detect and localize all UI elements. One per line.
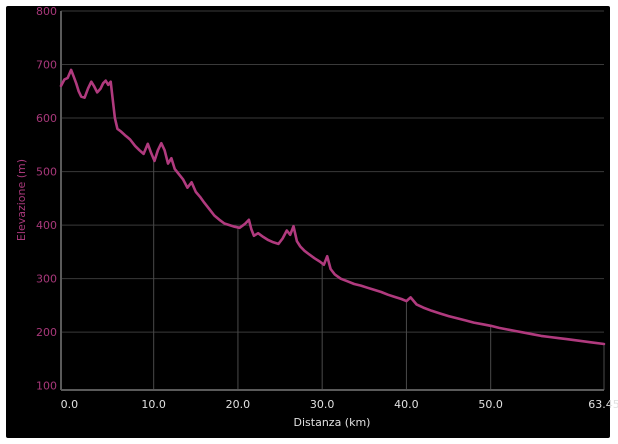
x-tick-labels: 0.0 10.0 20.0 30.0 40.0 50.0 63.45 bbox=[61, 398, 618, 411]
x-tick-label: 10.0 bbox=[141, 398, 166, 411]
elevation-line bbox=[59, 68, 606, 346]
y-tick-label: 300 bbox=[36, 273, 57, 286]
x-tick-label: 50.0 bbox=[478, 398, 503, 411]
y-tick-labels: 100 200 300 400 500 600 700 800 bbox=[36, 5, 57, 393]
y-tick-label: 200 bbox=[36, 326, 57, 339]
x-tick-label: 20.0 bbox=[226, 398, 251, 411]
plot-axes bbox=[60, 11, 604, 391]
y-tick-label: 100 bbox=[36, 380, 57, 393]
x-tick-label: 30.0 bbox=[310, 398, 335, 411]
x-tick-label: 0.0 bbox=[61, 398, 79, 411]
x-tick-label: 63.45 bbox=[588, 398, 618, 411]
y-axis-title: Elevazione (m) bbox=[15, 159, 28, 241]
x-axis-title: Distanza (km) bbox=[294, 416, 371, 429]
chart-background bbox=[6, 6, 610, 438]
y-tick-label: 700 bbox=[36, 59, 57, 72]
x-tick-label: 40.0 bbox=[394, 398, 419, 411]
grid-lines bbox=[61, 10, 605, 390]
series-layer bbox=[59, 68, 606, 346]
y-tick-label: 600 bbox=[36, 112, 57, 125]
y-tick-label: 500 bbox=[36, 166, 57, 179]
y-tick-label: 400 bbox=[36, 219, 57, 232]
y-tick-label: 800 bbox=[36, 5, 57, 18]
